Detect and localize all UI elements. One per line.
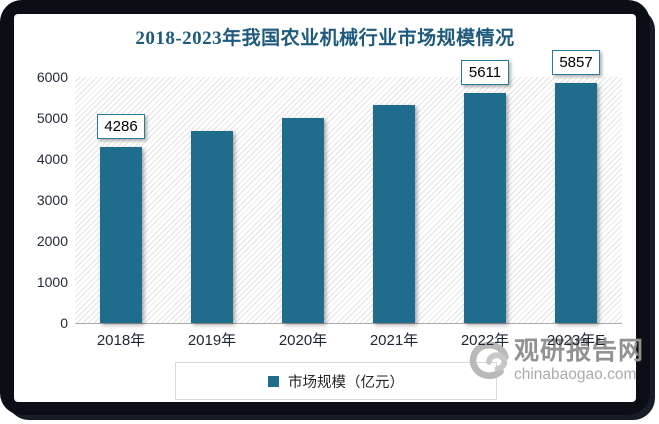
y-axis-tick-label: 0 [60,315,68,331]
watermark: 观研报告网 chinabaogao.com [466,338,644,402]
x-axis-tick-label: 2018年 [96,332,146,349]
data-label: 5611 [461,60,509,85]
plot-area: 4286 5611 5857 [75,50,622,324]
chart-title: 2018-2023年我国农业机械行业市场规模情况 [135,28,515,49]
watermark-brand: 观研报告网 [513,337,644,365]
x-axis-tick-label: 2021年 [369,332,419,349]
y-axis-tick-label: 4000 [36,151,68,167]
bar-2019年 [191,131,233,323]
x-axis-tick-label: 2022年 [460,332,510,349]
y-axis-tick-label: 3000 [36,192,68,208]
data-label: 4286 [97,114,145,139]
y-axis-tick-label: 2000 [36,233,68,249]
x-axis-tick-label: 2020年 [278,332,328,349]
bar-2021年 [373,105,415,323]
y-axis-tick-label: 6000 [36,69,68,85]
legend: 市场规模（亿元） [175,362,497,400]
y-axis-tick-label: 5000 [36,110,68,126]
bar-2023年E [555,83,597,323]
legend-swatch-icon [268,375,279,387]
x-axis-tick-label: 2019年 [187,332,237,349]
data-label: 5857 [552,50,600,75]
bar-2022年 [464,93,506,323]
y-axis-tick-label: 1000 [36,274,68,290]
legend-label: 市场规模（亿元） [288,374,404,391]
x-axis-tick-label: 2023年E [546,332,606,349]
watermark-domain: chinabaogao.com [513,366,637,383]
bar-2020年 [282,118,324,323]
watermark-swirl-icon [469,341,509,380]
bar-2018年 [100,147,142,323]
